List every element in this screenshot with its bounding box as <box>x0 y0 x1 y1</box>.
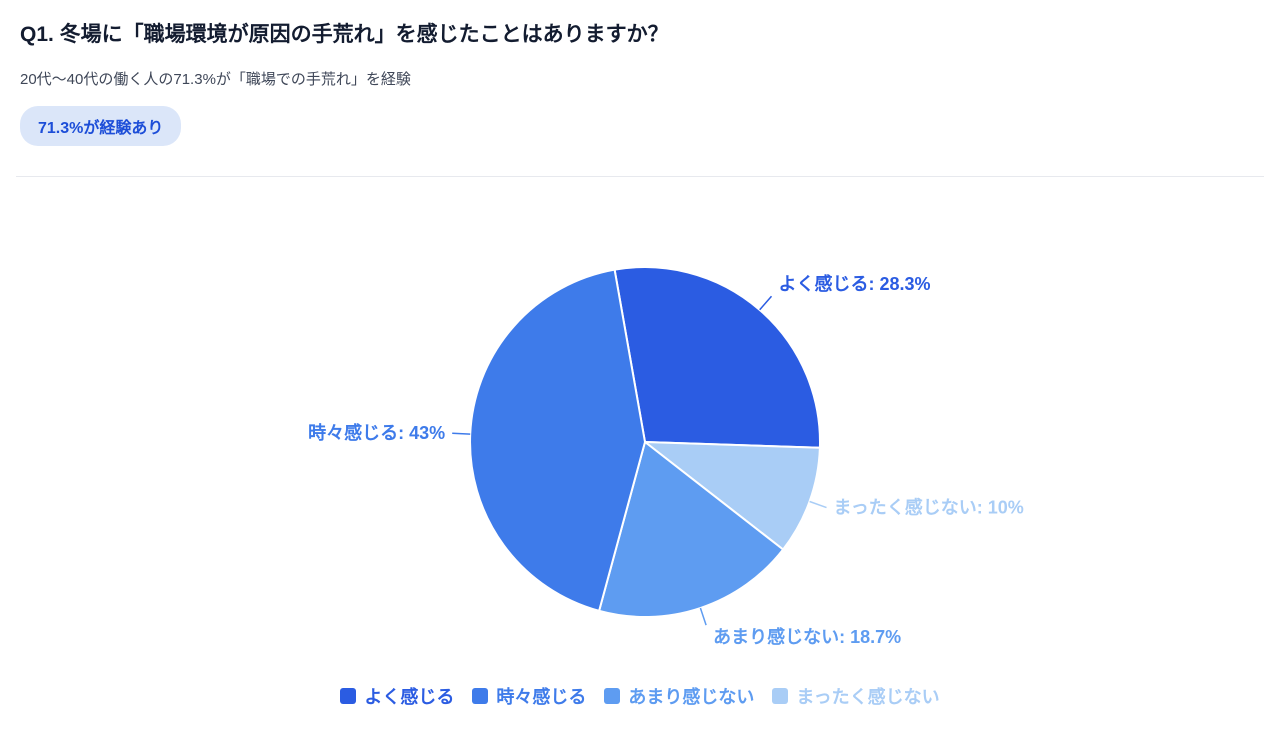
legend-item-2[interactable]: あまり感じない <box>604 683 754 709</box>
pie-chart-svg: よく感じる: 28.3% まったく感じない: 10% あまり感じない: 18.7% 時… <box>308 266 1024 647</box>
subtitle: 20代〜40代の働く人の71.3%が「職場での手荒れ」を経験 <box>20 71 411 89</box>
pie-slice-3[interactable] <box>644 441 821 551</box>
question-header: Q1. 冬場に「職場環境が原因の手荒れ」を感じたことはありますか？ 20代〜40… <box>0 0 1280 147</box>
legend-swatch-icon <box>472 688 489 705</box>
divider <box>16 176 1264 178</box>
legend-label: よく感じる <box>364 687 455 708</box>
pie-slice-0[interactable] <box>613 266 821 450</box>
legend-label: 時々感じる <box>496 687 587 708</box>
slice-data-label: 時々感じる: 43% <box>308 423 445 444</box>
slice-data-label: よく感じる: 28.3% <box>779 274 931 295</box>
legend-label: まったく感じない <box>796 687 940 708</box>
legend-swatch-icon <box>340 688 357 705</box>
label-leader-line <box>759 296 773 311</box>
slice-data-label: あまり感じない: 18.7% <box>713 626 901 647</box>
legend-item-3[interactable]: まったく感じない <box>772 683 940 709</box>
pie-slice-2[interactable] <box>598 441 785 619</box>
experience-badge: 71.3%が経験あり <box>20 106 182 147</box>
legend-item-1[interactable]: 時々感じる <box>472 683 586 709</box>
page-title: Q1. 冬場に「職場環境が原因の手荒れ」を感じたことはありますか？ <box>20 23 669 46</box>
legend-item-0[interactable]: よく感じる <box>340 683 454 709</box>
legend-label: あまり感じない <box>628 687 755 708</box>
slice-data-label: まったく感じない: 10% <box>834 497 1024 518</box>
pie-slice-1[interactable] <box>469 269 646 613</box>
label-leader-line <box>699 608 707 626</box>
label-leader-line <box>452 432 471 436</box>
label-leader-line <box>809 501 827 509</box>
chart-legend: よく感じる 時々感じる あまり感じない まったく感じない <box>0 683 1280 709</box>
legend-swatch-icon <box>772 688 789 705</box>
legend-swatch-icon <box>604 688 621 705</box>
